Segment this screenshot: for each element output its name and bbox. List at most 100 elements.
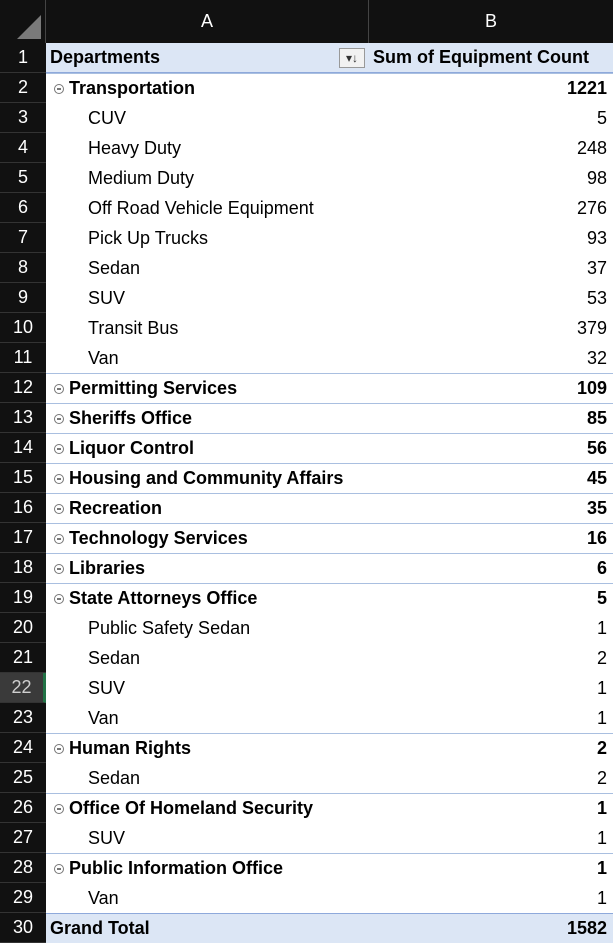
row-number[interactable]: 12 [0, 373, 46, 403]
equipment-count-cell[interactable]: 53 [586, 287, 607, 308]
collapse-toggle-icon[interactable] [54, 83, 64, 94]
row-number[interactable]: 18 [0, 553, 46, 583]
equipment-count-cell[interactable]: 1 [596, 887, 607, 908]
row-number[interactable]: 24 [0, 733, 46, 763]
equipment-count-cell[interactable]: 1221 [369, 73, 613, 103]
category-cell[interactable]: Transit Bus [46, 313, 369, 343]
category-cell[interactable]: Public Safety Sedan [46, 613, 369, 643]
equipment-count-cell[interactable]: 248 [576, 137, 607, 158]
category-cell[interactable]: Van [46, 703, 369, 733]
row-number[interactable]: 25 [0, 763, 46, 793]
row-number[interactable]: 16 [0, 493, 46, 523]
row-number[interactable]: 17 [0, 523, 46, 553]
collapse-toggle-icon[interactable] [54, 383, 64, 394]
equipment-count-cell[interactable]: 32 [586, 347, 607, 368]
collapse-toggle-icon[interactable] [54, 743, 64, 754]
equipment-count-cell[interactable]: 45 [369, 463, 613, 493]
equipment-count-cell[interactable]: 1 [369, 853, 613, 883]
sum-header-cell[interactable]: Sum of Equipment Count [369, 43, 613, 73]
category-cell[interactable]: Medium Duty [46, 163, 369, 193]
row-number[interactable]: 20 [0, 613, 46, 643]
row-number[interactable]: 14 [0, 433, 46, 463]
filter-dropdown-button[interactable]: ▾↓ [339, 47, 365, 68]
row-number[interactable]: 2 [0, 73, 46, 103]
row-number[interactable]: 23 [0, 703, 46, 733]
category-cell[interactable]: SUV [46, 283, 369, 313]
row-number[interactable]: 3 [0, 103, 46, 133]
row-number[interactable]: 26 [0, 793, 46, 823]
department-cell[interactable]: Public Information Office [46, 853, 369, 883]
equipment-count-cell[interactable]: 37 [586, 257, 607, 278]
row-number[interactable]: 10 [0, 313, 46, 343]
equipment-count-cell[interactable]: 1 [596, 617, 607, 638]
equipment-count-cell[interactable]: 2 [369, 733, 613, 763]
department-cell[interactable]: Libraries [46, 553, 369, 583]
equipment-count-cell[interactable]: 16 [369, 523, 613, 553]
category-cell[interactable]: Sedan [46, 763, 369, 793]
equipment-count-cell[interactable]: 1 [369, 793, 613, 823]
row-number[interactable]: 22 [0, 673, 46, 703]
department-cell[interactable]: Human Rights [46, 733, 369, 763]
departments-header-cell[interactable]: Departments ▾↓ [46, 43, 369, 73]
equipment-count-cell[interactable]: 276 [576, 197, 607, 218]
column-header-b[interactable]: B [369, 0, 613, 43]
row-number[interactable]: 30 [0, 913, 46, 943]
row-number[interactable]: 1 [0, 43, 46, 73]
equipment-count-cell[interactable]: 93 [586, 227, 607, 248]
collapse-toggle-icon[interactable] [54, 443, 64, 454]
column-header-a[interactable]: A [46, 0, 369, 43]
department-cell[interactable]: Liquor Control [46, 433, 369, 463]
category-cell[interactable]: Van [46, 883, 369, 913]
grand-total-value-cell[interactable]: 1582 [369, 913, 613, 943]
department-cell[interactable]: Permitting Services [46, 373, 369, 403]
equipment-count-cell[interactable]: 1 [596, 827, 607, 848]
collapse-toggle-icon[interactable] [54, 563, 64, 574]
category-cell[interactable]: Off Road Vehicle Equipment [46, 193, 369, 223]
equipment-count-cell[interactable]: 5 [596, 107, 607, 128]
row-number[interactable]: 15 [0, 463, 46, 493]
row-number[interactable]: 5 [0, 163, 46, 193]
row-number[interactable]: 13 [0, 403, 46, 433]
category-cell[interactable]: Pick Up Trucks [46, 223, 369, 253]
row-number[interactable]: 7 [0, 223, 46, 253]
collapse-toggle-icon[interactable] [54, 503, 64, 514]
category-cell[interactable]: CUV [46, 103, 369, 133]
equipment-count-cell[interactable]: 2 [596, 647, 607, 668]
department-cell[interactable]: Sheriffs Office [46, 403, 369, 433]
equipment-count-cell[interactable]: 5 [369, 583, 613, 613]
row-number[interactable]: 8 [0, 253, 46, 283]
collapse-toggle-icon[interactable] [54, 863, 64, 874]
row-number[interactable]: 27 [0, 823, 46, 853]
equipment-count-cell[interactable]: 56 [369, 433, 613, 463]
equipment-count-cell[interactable]: 2 [596, 767, 607, 788]
department-cell[interactable]: Transportation [46, 73, 369, 103]
equipment-count-cell[interactable]: 35 [369, 493, 613, 523]
category-cell[interactable]: Heavy Duty [46, 133, 369, 163]
select-all-corner[interactable] [0, 0, 46, 43]
equipment-count-cell[interactable]: 6 [369, 553, 613, 583]
department-cell[interactable]: State Attorneys Office [46, 583, 369, 613]
collapse-toggle-icon[interactable] [54, 413, 64, 424]
equipment-count-cell[interactable]: 109 [369, 373, 613, 403]
row-number[interactable]: 28 [0, 853, 46, 883]
row-number[interactable]: 9 [0, 283, 46, 313]
row-number[interactable]: 29 [0, 883, 46, 913]
category-cell[interactable]: Van [46, 343, 369, 373]
collapse-toggle-icon[interactable] [54, 593, 64, 604]
category-cell[interactable]: SUV [46, 823, 369, 853]
row-number[interactable]: 4 [0, 133, 46, 163]
row-number[interactable]: 19 [0, 583, 46, 613]
department-cell[interactable]: Recreation [46, 493, 369, 523]
grand-total-label-cell[interactable]: Grand Total [46, 913, 369, 943]
department-cell[interactable]: Housing and Community Affairs [46, 463, 369, 493]
collapse-toggle-icon[interactable] [54, 533, 64, 544]
category-cell[interactable]: SUV [46, 673, 369, 703]
equipment-count-cell[interactable]: 1 [596, 677, 607, 698]
category-cell[interactable]: Sedan [46, 253, 369, 283]
collapse-toggle-icon[interactable] [54, 473, 64, 484]
equipment-count-cell[interactable]: 85 [369, 403, 613, 433]
department-cell[interactable]: Technology Services [46, 523, 369, 553]
equipment-count-cell[interactable]: 1 [596, 707, 607, 728]
collapse-toggle-icon[interactable] [54, 803, 64, 814]
department-cell[interactable]: Office Of Homeland Security [46, 793, 369, 823]
